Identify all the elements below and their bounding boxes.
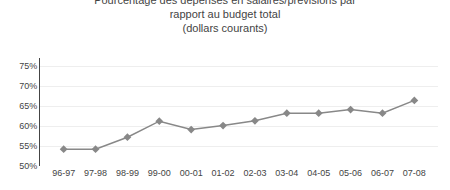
svg-text:02-03: 02-03 [243, 168, 266, 178]
svg-text:98-99: 98-99 [116, 168, 139, 178]
svg-text:Pourcentage des dépenses en sa: Pourcentage des dépenses en salaires/pré… [94, 0, 356, 34]
svg-text:50%: 50% [19, 161, 37, 171]
svg-text:00-01: 00-01 [180, 168, 203, 178]
svg-text:55%: 55% [19, 141, 37, 151]
svg-text:75%: 75% [19, 61, 37, 71]
svg-text:03-04: 03-04 [275, 168, 298, 178]
svg-text:06-07: 06-07 [371, 168, 394, 178]
svg-text:65%: 65% [19, 101, 37, 111]
svg-text:96-97: 96-97 [52, 168, 75, 178]
svg-text:07-08: 07-08 [403, 168, 426, 178]
svg-text:97-98: 97-98 [84, 168, 107, 178]
svg-text:60%: 60% [19, 121, 37, 131]
svg-text:99-00: 99-00 [148, 168, 171, 178]
svg-text:01-02: 01-02 [212, 168, 235, 178]
svg-text:70%: 70% [19, 81, 37, 91]
svg-text:04-05: 04-05 [307, 168, 330, 178]
svg-text:05-06: 05-06 [339, 168, 362, 178]
